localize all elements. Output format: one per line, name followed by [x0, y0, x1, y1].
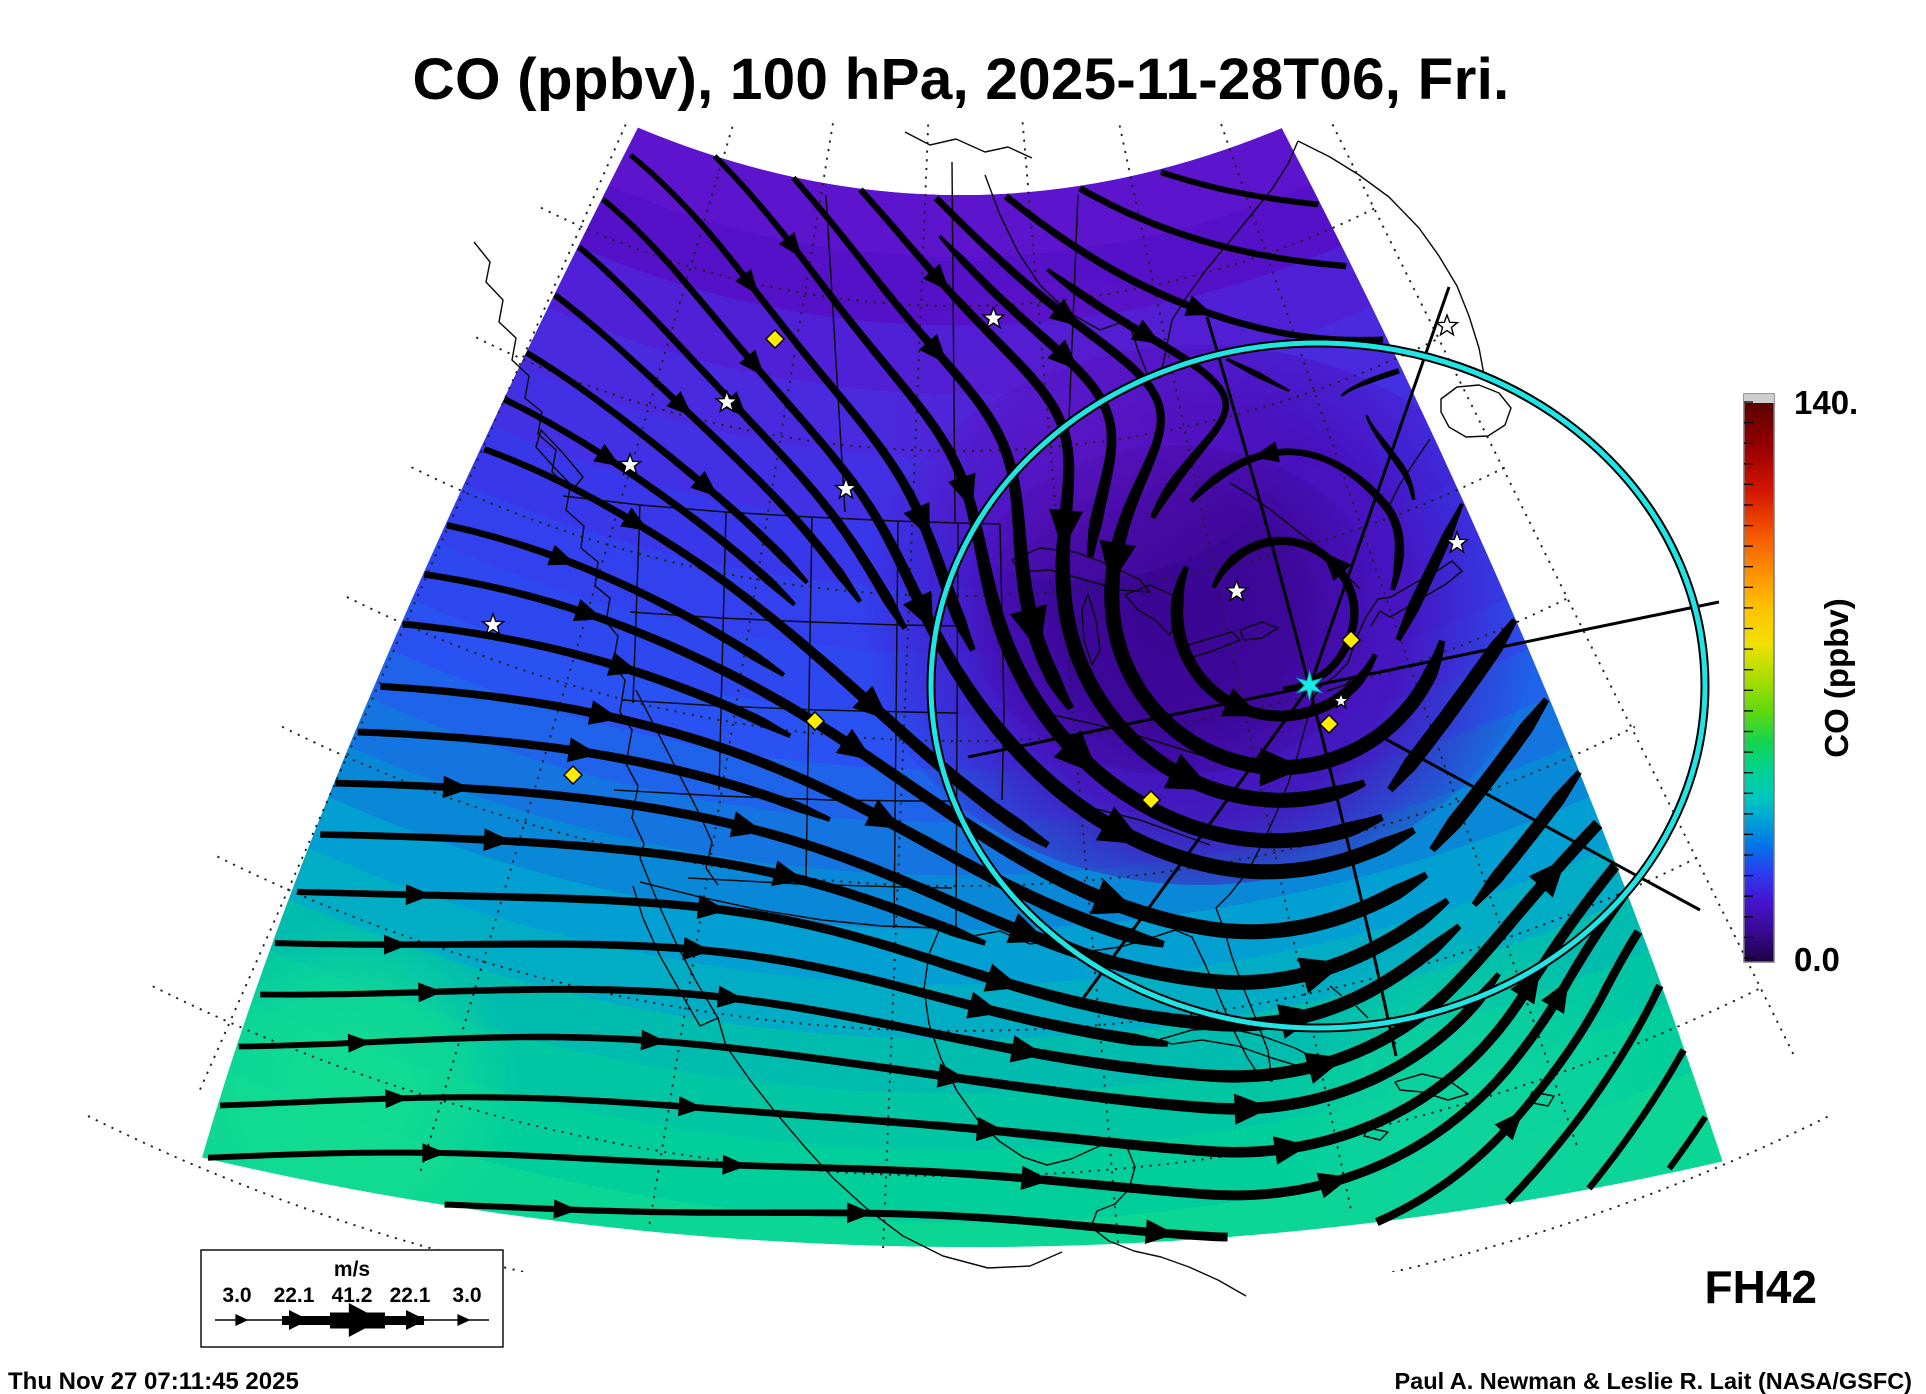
- svg-text:CO (ppbv): CO (ppbv): [1818, 598, 1855, 757]
- svg-text:m/s: m/s: [334, 1258, 370, 1281]
- svg-text:FH42: FH42: [1705, 1261, 1817, 1313]
- svg-text:Thu Nov 27 07:11:45 2025: Thu Nov 27 07:11:45 2025: [8, 1368, 299, 1394]
- svg-text:22.1: 22.1: [390, 1284, 431, 1307]
- svg-text:0.0: 0.0: [1794, 941, 1840, 978]
- svg-text:22.1: 22.1: [274, 1284, 315, 1307]
- svg-text:41.2: 41.2: [332, 1284, 373, 1307]
- svg-text:3.0: 3.0: [222, 1284, 251, 1307]
- svg-text:Paul A. Newman & Leslie R. Lai: Paul A. Newman & Leslie R. Lait (NASA/GS…: [1394, 1368, 1912, 1394]
- svg-text:140.: 140.: [1794, 384, 1858, 421]
- svg-text:CO (ppbv), 100 hPa, 2025-11-28: CO (ppbv), 100 hPa, 2025-11-28T06, Fri.: [413, 47, 1510, 112]
- svg-text:3.0: 3.0: [452, 1284, 481, 1307]
